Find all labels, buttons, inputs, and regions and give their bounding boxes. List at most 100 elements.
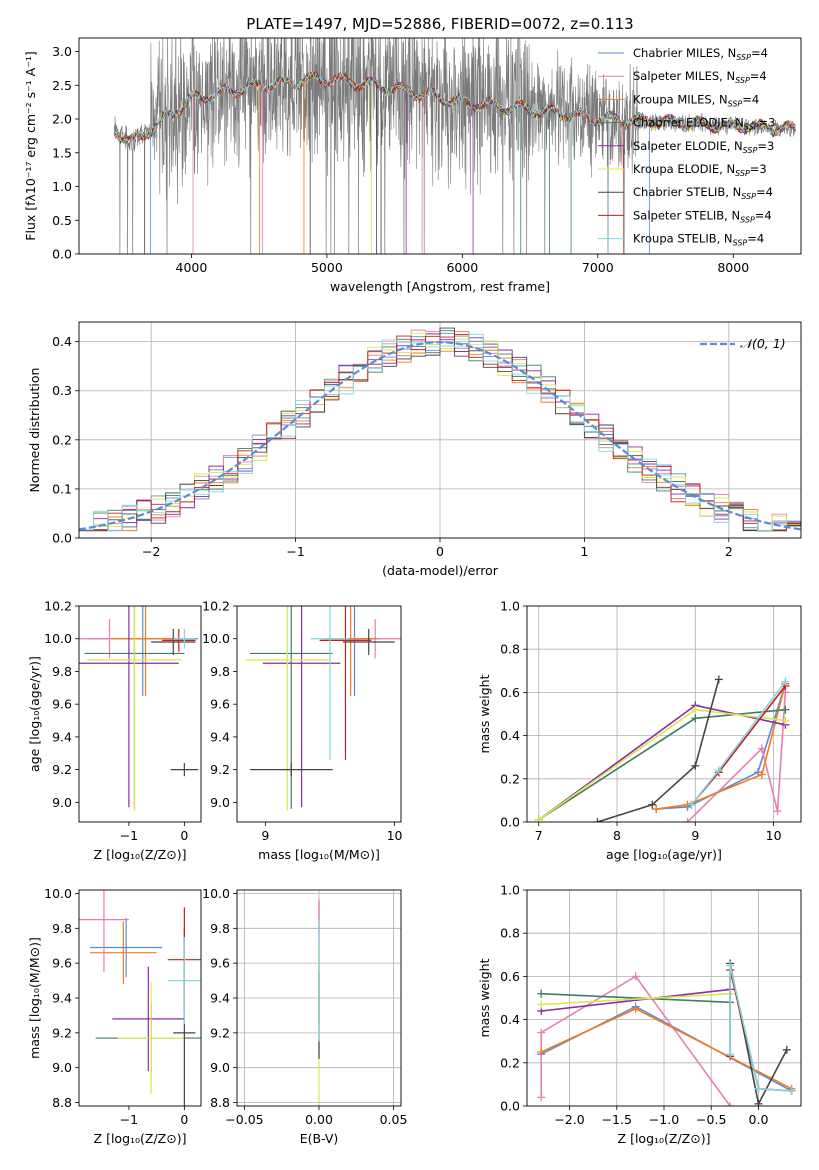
y-tick-label: 9.8 — [210, 921, 230, 936]
y-tick-label: 9.4 — [210, 729, 230, 744]
chart-spectrum: 4000 5000 6000 7000 8000 0.0 0.5 1.0 1.5 2.0 2.5 3.… — [23, 37, 802, 294]
legend-label: Salpeter MILES, NSSP=4 — [633, 69, 767, 85]
y-tick-label: 0.0 — [500, 1099, 520, 1114]
x-tick-label: 0.0 — [749, 1112, 769, 1127]
plot-area — [113, 38, 796, 254]
weight-line-salpeter-miles — [686, 692, 787, 822]
y-tick-label: 10.0 — [44, 631, 72, 646]
x-tick-label: −1 — [120, 828, 138, 843]
x-tick-label: 9 — [691, 828, 699, 843]
y-tick-label: 1.5 — [52, 145, 72, 160]
y-tick-label: 2.0 — [52, 112, 72, 127]
x-tick-label: 0 — [436, 544, 444, 559]
plot-area — [246, 606, 401, 811]
y-tick-label: 10.0 — [202, 886, 230, 901]
weight-line-chabrier-elodie — [541, 992, 731, 1004]
weight-line-kroupa-miles — [540, 1007, 792, 1090]
y-tick-label: 0.1 — [52, 481, 72, 496]
y-tick-label: 9.6 — [210, 956, 230, 971]
x-tick-label: 8000 — [717, 260, 749, 275]
y-tick-label: 0.2 — [52, 432, 72, 447]
x-axis-label: Z [log₁₀(Z/Z⊙)] — [94, 847, 187, 862]
x-tick-label: −0.5 — [696, 1112, 726, 1127]
y-axis-label: Flux [fλ10⁻¹⁷ erg cm⁻² s⁻¹ A⁻¹] — [23, 51, 38, 240]
y-tick-label: 8.8 — [210, 1095, 230, 1110]
residual-histogram-chabrier-stelib — [79, 327, 801, 532]
y-tick-label: 0.2 — [500, 1055, 520, 1070]
axes-frame — [78, 889, 202, 1107]
plot-area — [527, 606, 801, 822]
plot-area — [79, 606, 199, 811]
weight-line-chabrier-stelib — [597, 679, 720, 822]
x-tick-label: −1 — [120, 1112, 138, 1127]
y-tick-label: 3.0 — [52, 44, 72, 59]
y-tick-label: 10.0 — [202, 631, 230, 646]
y-tick-label: 0.8 — [500, 642, 520, 657]
y-tick-label: 9.6 — [52, 956, 72, 971]
y-tick-label: 1.0 — [500, 883, 520, 898]
weight-line-kroupa-elodie — [538, 708, 786, 821]
weight-line-kroupa-elodie — [541, 992, 731, 1006]
x-tick-label: 0 — [180, 828, 188, 843]
x-tick-label: −1.5 — [602, 1112, 632, 1127]
x-tick-label: 10 — [387, 828, 403, 843]
residual-histogram-kroupa-stelib — [79, 333, 801, 532]
y-tick-label: 0.5 — [52, 213, 72, 228]
x-tick-label: 4000 — [176, 260, 208, 275]
legend-label: Kroupa MILES, NSSP=4 — [633, 92, 759, 108]
y-tick-label: 0.6 — [500, 685, 520, 700]
x-tick-label: 7 — [535, 828, 543, 843]
y-tick-label: 9.4 — [52, 991, 72, 1006]
x-tick-label: 0.05 — [380, 1112, 408, 1127]
y-tick-label: 9.8 — [52, 664, 72, 679]
y-tick-label: 9.0 — [210, 1060, 230, 1075]
y-axis-label: age [log₁₀(age/yr)] — [27, 656, 42, 772]
legend-label: Chabrier ELODIE, NSSP=3 — [633, 116, 775, 132]
axes-frame — [236, 605, 402, 823]
plot-area — [527, 890, 801, 1106]
x-tick-label: −0.05 — [225, 1112, 263, 1127]
legend-label: Salpeter STELIB, NSSP=4 — [633, 208, 772, 224]
y-axis-label: Normed distribution — [27, 368, 42, 493]
y-tick-label: 9.8 — [210, 664, 230, 679]
x-axis-label: wavelength [Angstrom, rest frame] — [330, 279, 550, 294]
y-tick-label: 9.2 — [210, 1025, 230, 1040]
weight-line-kroupa-stelib — [729, 965, 792, 1092]
x-axis-label: Z [log₁₀(Z/Z⊙)] — [94, 1131, 187, 1146]
x-tick-label: 2 — [725, 544, 733, 559]
y-tick-label: 9.0 — [52, 1060, 72, 1075]
y-tick-label: 10.2 — [44, 599, 72, 614]
x-tick-label: 1 — [580, 544, 588, 559]
y-axis-label: mass [log₁₀(M/M⊙)] — [27, 937, 42, 1059]
y-tick-label: 9.2 — [52, 762, 72, 777]
x-tick-label: 0.00 — [305, 1112, 333, 1127]
y-tick-label: 0.4 — [500, 1012, 520, 1027]
y-tick-label: 0.4 — [52, 334, 72, 349]
y-tick-label: 1.0 — [52, 179, 72, 194]
figure-title: PLATE=1497, MJD=52886, FIBERID=0072, z=0… — [246, 15, 633, 33]
axes-frame — [526, 605, 802, 823]
x-tick-label: 8 — [613, 828, 621, 843]
chart-mass_vs_EBV: −0.05 0.00 0.05 8.8 9.0 9.2 9.4 9.6 9.8 10.0 E(B-V… — [202, 886, 407, 1146]
y-tick-label: 0.6 — [500, 969, 520, 984]
x-tick-label: 9 — [261, 828, 269, 843]
x-axis-label: (data-model)/error — [382, 563, 499, 578]
legend-label: Chabrier MILES, NSSP=4 — [633, 46, 768, 62]
y-tick-label: 9.4 — [52, 729, 72, 744]
y-tick-label: 9.2 — [210, 762, 230, 777]
chart-residuals: −2 −1 0 1 2 0.0 0.1 0.2 0.3 0.4 (data-model)/error… — [27, 321, 802, 578]
legend-label: Kroupa STELIB, NSSP=4 — [633, 232, 764, 248]
weight-line-salpeter-elodie — [541, 988, 731, 1012]
x-axis-label: E(B-V) — [300, 1131, 339, 1146]
chart-weight_vs_age: 7 8 9 10 0.0 0.2 0.4 0.6 0.8 1.0 age [log₁₀(age/yr… — [477, 599, 802, 862]
y-tick-label: 0.3 — [52, 383, 72, 398]
x-axis-label: mass [log₁₀(M/M⊙)] — [258, 847, 380, 862]
model-fit-kroupa-stelib — [113, 72, 796, 143]
x-tick-label: 0 — [180, 1112, 188, 1127]
y-tick-label: 9.2 — [52, 1025, 72, 1040]
y-tick-label: 10.0 — [44, 886, 72, 901]
axes-frame — [78, 37, 802, 255]
x-axis-label: Z [log₁₀(Z/Z⊙)] — [618, 1131, 711, 1146]
plot-area — [79, 890, 201, 1106]
